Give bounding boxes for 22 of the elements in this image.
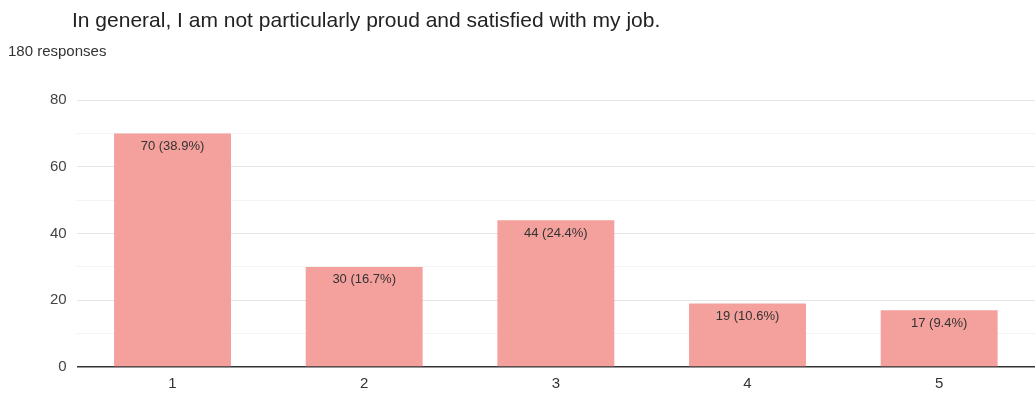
- x-tick-label: 2: [360, 374, 369, 392]
- x-tick-label: 1: [168, 374, 177, 392]
- y-tick-label: 60: [50, 156, 67, 174]
- x-tick-label: 3: [551, 374, 561, 392]
- chart-title: In general, I am not particularly proud and satisfied with my job.: [72, 8, 661, 32]
- y-tick-label: 40: [50, 223, 67, 241]
- bar: [689, 303, 806, 367]
- chart-subtitle: 180 responses: [8, 42, 107, 59]
- y-tick-label: 0: [58, 357, 67, 375]
- y-tick-label: 80: [50, 90, 67, 108]
- bar: [305, 266, 423, 367]
- bar: [114, 133, 231, 367]
- x-tick-label: 5: [935, 374, 944, 392]
- bar: [880, 310, 998, 367]
- data-label: 70 (38.9%): [140, 137, 205, 153]
- bar: [497, 220, 615, 367]
- data-label: 30 (16.7%): [332, 271, 396, 287]
- y-tick-label: 20: [50, 290, 67, 308]
- data-label: 44 (24.4%): [524, 224, 588, 240]
- data-label: 19 (10.6%): [715, 308, 780, 324]
- data-label: 17 (9.4%): [910, 314, 968, 330]
- x-tick-label: 4: [743, 374, 752, 392]
